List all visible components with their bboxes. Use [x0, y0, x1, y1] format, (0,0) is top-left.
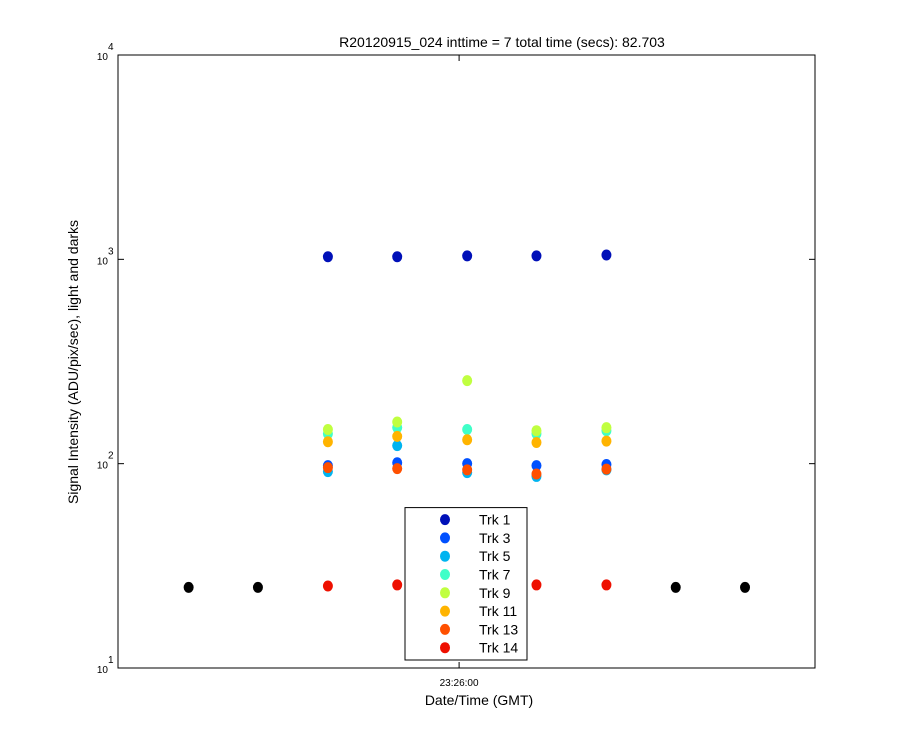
data-point [392, 579, 403, 591]
data-point [392, 463, 403, 475]
legend-label: Trk 7 [479, 567, 511, 583]
data-point [462, 423, 473, 435]
x-axis-label: Date/Time (GMT) [425, 692, 533, 708]
data-point [601, 579, 612, 591]
data-point [322, 436, 333, 448]
y-tick-base: 10 [97, 256, 109, 267]
data-point [462, 250, 473, 262]
data-point [183, 581, 194, 593]
data-point [531, 460, 542, 472]
chart-title: R20120915_024 inttime = 7 total time (se… [339, 34, 665, 50]
y-tick-label: 10 [97, 461, 109, 472]
legend-label: Trk 11 [479, 603, 517, 619]
y-tick-label: 10 [97, 52, 109, 63]
y-tick-exponent: 2 [108, 451, 114, 462]
legend-label: Trk 5 [479, 548, 511, 564]
data-point [531, 468, 542, 480]
data-point [392, 251, 403, 263]
legend-label: Trk 9 [479, 585, 511, 601]
data-point [531, 436, 542, 448]
legend-marker [440, 514, 450, 526]
data-point [462, 375, 473, 387]
data-point [462, 434, 473, 446]
y-tick-exponent: 3 [108, 246, 114, 257]
data-point [601, 463, 612, 475]
legend-label: Trk 13 [479, 621, 518, 637]
data-point [392, 416, 403, 428]
y-tick-label: 10 [97, 665, 109, 676]
data-point [740, 581, 751, 593]
y-tick-exponent: 4 [108, 42, 114, 53]
data-point [462, 464, 473, 476]
data-point [392, 430, 403, 442]
y-tick-base: 10 [97, 52, 109, 63]
data-point [531, 579, 542, 591]
data-point [322, 462, 333, 474]
legend-marker [440, 550, 450, 562]
legend-marker [440, 587, 450, 599]
data-point [531, 250, 542, 262]
data-point [322, 251, 333, 263]
legend-label: Trk 14 [479, 640, 518, 656]
data-point [322, 580, 333, 592]
legend-marker [440, 605, 450, 617]
legend-marker [440, 623, 450, 635]
data-point [601, 422, 612, 434]
data-point [601, 249, 612, 261]
legend-label: Trk 1 [479, 512, 511, 528]
legend-marker [440, 532, 450, 544]
y-tick-label: 10 [97, 256, 109, 267]
legend-marker [440, 569, 450, 580]
x-tick-label: 23:26:00 [440, 678, 479, 689]
data-point [601, 435, 612, 447]
y-axis-label: Signal Intensity (ADU/pix/sec), light an… [65, 220, 81, 504]
data-point [531, 425, 542, 437]
y-tick-exponent: 1 [108, 655, 114, 666]
y-tick-base: 10 [97, 665, 109, 676]
data-point [252, 581, 263, 593]
legend-box [404, 507, 528, 661]
legend-label: Trk 3 [479, 530, 511, 546]
data-point [670, 581, 681, 593]
data-point [322, 423, 333, 435]
legend-marker [440, 642, 450, 654]
data-point [392, 440, 403, 452]
y-tick-base: 10 [97, 461, 109, 472]
